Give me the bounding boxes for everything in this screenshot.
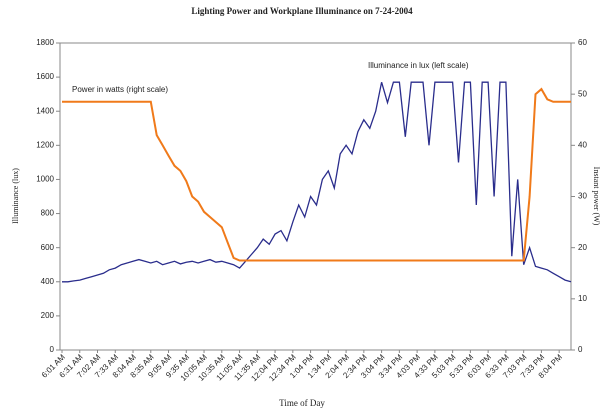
annotation: Power in watts (right scale) [72, 85, 168, 94]
x-axis-label: Time of Day [279, 398, 325, 408]
y2-tick-label: 10 [578, 294, 587, 303]
annotation: Illuminance in lux (left scale) [368, 61, 469, 70]
y2-tick-label: 60 [578, 38, 587, 47]
y2-tick-label: 40 [578, 140, 587, 149]
y-tick-label: 800 [41, 209, 55, 218]
y-tick-label: 600 [41, 243, 55, 252]
y2-tick-label: 30 [578, 192, 587, 201]
chart-title: Lighting Power and Workplane Illuminance… [191, 6, 413, 16]
y-tick-label: 1000 [36, 175, 54, 184]
y-tick-label: 1600 [36, 72, 54, 81]
y-tick-label: 0 [50, 345, 55, 354]
y-axis-label: Illuminance (lux) [11, 168, 20, 224]
y2-tick-label: 20 [578, 243, 587, 252]
series-line [62, 81, 572, 283]
y2-axis-label: Instant power (W) [592, 167, 601, 226]
y-tick-label: 1800 [36, 38, 54, 47]
y-tick-label: 200 [41, 311, 55, 320]
y2-tick-label: 50 [578, 89, 587, 98]
y-tick-label: 1400 [36, 106, 54, 115]
y-tick-label: 400 [41, 277, 55, 286]
y-tick-label: 1200 [36, 140, 54, 149]
series-line [62, 87, 571, 262]
y2-tick-label: 0 [578, 345, 583, 354]
